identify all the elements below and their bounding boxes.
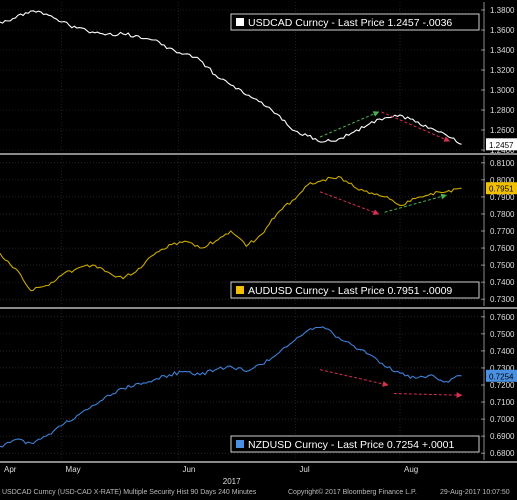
x-tick-label: Jul — [299, 465, 309, 474]
x-tick-label: May — [66, 465, 81, 474]
last-price-label: 0.7254 — [489, 372, 514, 381]
last-price-label: 1.2457 — [489, 141, 514, 150]
x-tick-label: Apr — [4, 465, 17, 474]
legend-label: USDCAD Curncy - Last Price 1.2457 -.0036 — [248, 17, 452, 29]
y-tick-label: 0.8000 — [490, 176, 515, 185]
y-tick-label: 0.7800 — [490, 210, 515, 219]
trend-arrow — [319, 191, 380, 215]
trend-arrow — [319, 111, 380, 138]
y-tick-label: 1.2600 — [490, 126, 515, 135]
y-tick-label: 1.3600 — [490, 26, 515, 35]
y-tick-label: 0.7300 — [490, 364, 515, 373]
legend-swatch — [236, 286, 244, 294]
y-tick-label: 1.2400 — [490, 146, 515, 155]
y-tick-label: 0.7200 — [490, 381, 515, 390]
legend-label: AUDUSD Curncy - Last Price 0.7951 -.0009 — [248, 285, 452, 297]
y-tick-label: 0.7500 — [490, 330, 515, 339]
y-tick-label: 0.7600 — [490, 313, 515, 322]
y-tick-label: 1.2800 — [490, 106, 515, 115]
last-price-label: 0.7951 — [489, 185, 514, 194]
y-tick-label: 1.3400 — [490, 46, 515, 55]
last-price-badge — [486, 369, 517, 382]
legend-swatch — [236, 440, 244, 448]
chart-stage: 1.3800 1.3600 1.3400 1.3200 1.3000 1.2800 1.26… — [0, 2, 517, 486]
y-tick-label: 0.7900 — [490, 193, 515, 202]
footer-copyright: Copyright© 2017 Bloomberg Finance L.P. — [288, 489, 417, 496]
x-year-label: 2017 — [223, 477, 241, 486]
trend-arrow — [393, 392, 463, 399]
y-tick-label: 0.7600 — [490, 244, 515, 253]
series-line — [0, 10, 462, 145]
footer-source: USDCAD Curncy (USD-CAD X-RATE) Multiple … — [2, 489, 257, 496]
legend-swatch — [236, 18, 244, 26]
footer-timestamp: 29-Aug-2017 10:07:50 — [440, 489, 510, 496]
legend-box — [230, 13, 480, 31]
y-tick-label: 0.7400 — [490, 347, 515, 356]
y-tick-label: 1.3000 — [490, 86, 515, 95]
chart-panel-3: 0.7600 0.7500 0.7400 0.7300 0.7200 0.7100 0.70… — [0, 310, 517, 463]
last-price-badge — [486, 138, 517, 151]
trend-arrow — [319, 369, 389, 387]
x-tick-label: Aug — [404, 465, 418, 474]
chart-panel-1: 1.3800 1.3600 1.3400 1.3200 1.3000 1.2800 1.26… — [0, 2, 517, 155]
last-price-badge — [486, 182, 517, 195]
trend-arrow — [381, 111, 451, 142]
y-tick-label: 0.7000 — [490, 415, 515, 424]
legend-box — [230, 281, 480, 299]
y-tick-label: 0.6900 — [490, 432, 515, 441]
series-line — [0, 326, 462, 448]
y-tick-label: 0.8100 — [490, 159, 515, 168]
y-tick-label: 0.6800 — [490, 449, 515, 458]
legend-box — [230, 435, 480, 453]
y-tick-label: 0.7100 — [490, 398, 515, 407]
x-axis: Apr May Jun Jul Aug 2017 — [4, 465, 418, 486]
y-tick-label: 1.3200 — [490, 66, 515, 75]
y-tick-label: 0.7700 — [490, 227, 515, 236]
series-line — [0, 175, 462, 292]
y-tick-label: 0.7500 — [490, 261, 515, 270]
legend-label: NZDUSD Curncy - Last Price 0.7254 +.0001 — [248, 439, 454, 451]
y-tick-label: 1.3800 — [490, 6, 515, 15]
x-tick-label: Jun — [182, 465, 195, 474]
trend-arrow — [384, 193, 448, 213]
chart-panel-2: 0.8100 0.8000 0.7900 0.7800 0.7700 0.7600 0.75… — [0, 156, 517, 309]
footer: USDCAD Curncy (USD-CAD X-RATE) Multiple … — [0, 488, 517, 500]
y-tick-label: 0.7400 — [490, 278, 515, 287]
y-tick-label: 0.7300 — [490, 295, 515, 304]
